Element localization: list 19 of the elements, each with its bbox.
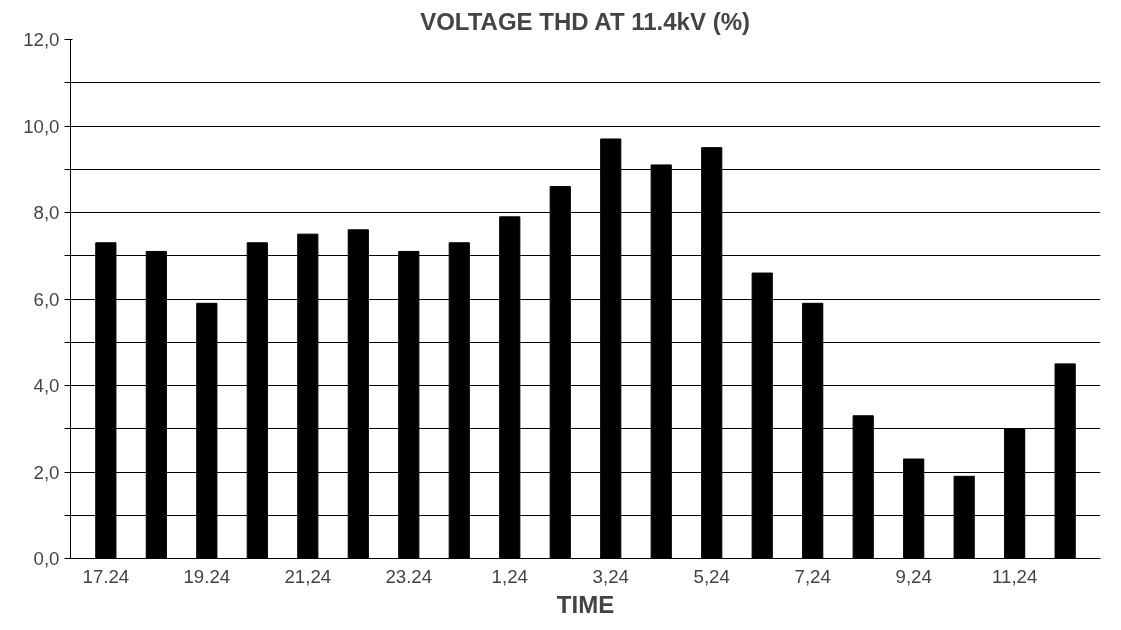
x-tick-label: 7,24 <box>794 565 831 587</box>
y-tick-label: 10,0 <box>23 115 60 137</box>
x-tick-label: 17.24 <box>82 565 130 587</box>
x-tick-label: 23.24 <box>385 565 433 587</box>
x-tick-label: 21,24 <box>284 565 332 587</box>
y-tick-label: 12,0 <box>23 29 60 50</box>
x-tick-label: 5,24 <box>693 565 730 587</box>
y-tick-label: 4,0 <box>33 375 60 396</box>
y-tick-label: 8,0 <box>33 202 60 223</box>
y-tick-label: 6,0 <box>33 288 60 310</box>
x-tick-label: 11,24 <box>992 565 1038 587</box>
x-tick-label: 9,24 <box>895 565 932 587</box>
x-tick-label: 3,24 <box>592 565 629 587</box>
x-axis-title: TIME <box>556 590 615 618</box>
y-tick-label: 0,0 <box>33 548 60 569</box>
y-tick-label: 2,0 <box>33 461 60 483</box>
chart-title: VOLTAGE THD AT 11.4kV (%) <box>420 7 750 35</box>
x-tick-label: 1,24 <box>491 565 528 587</box>
x-tick-label: 19.24 <box>183 565 231 587</box>
